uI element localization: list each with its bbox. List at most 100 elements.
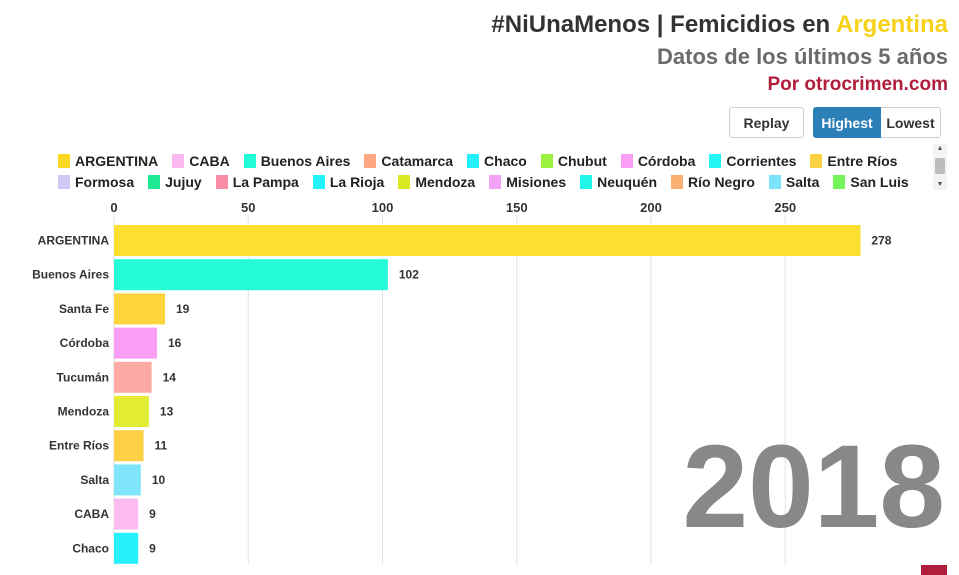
legend-item[interactable]: Jujuy: [148, 174, 202, 190]
legend-item[interactable]: Entre Ríos: [810, 153, 897, 169]
legend-label: Misiones: [506, 173, 567, 190]
bar[interactable]: [114, 225, 861, 256]
controls: Replay Highest Lowest: [729, 107, 941, 138]
legend-swatch: [540, 153, 553, 168]
category-label: Mendoza: [58, 405, 110, 419]
category-label: Salta: [80, 473, 109, 487]
legend-item[interactable]: ARGENTINA: [58, 153, 158, 169]
value-label: 14: [163, 370, 177, 384]
bar[interactable]: [114, 293, 166, 325]
legend-swatch: [810, 153, 823, 168]
legend-label: San Luis: [850, 173, 909, 190]
x-tick-label: 150: [506, 200, 528, 215]
x-tick-label: 50: [241, 200, 255, 215]
value-label: 11: [155, 439, 168, 453]
category-label: Entre Ríos: [49, 439, 109, 453]
x-tick-label: 200: [640, 200, 662, 215]
scroll-down-icon[interactable]: ▼: [936, 181, 944, 188]
legend-label: Córdoba: [637, 152, 696, 169]
value-label: 19: [176, 302, 190, 316]
legend-row: ARGENTINA CABA Buenos Aires Catamarca Chaco C…: [58, 150, 928, 171]
legend-swatch: [364, 153, 377, 168]
legend-swatch: [312, 174, 325, 189]
legend-item[interactable]: La Rioja: [312, 173, 385, 190]
legend: ARGENTINA CABA Buenos Aires Catamarca Chaco C…: [58, 150, 928, 192]
legend-swatch: [172, 153, 185, 168]
legend-swatch: [671, 174, 683, 189]
legend-label: Salta: [785, 173, 820, 190]
legend-label: Corrientes: [726, 152, 797, 169]
highest-button[interactable]: Highest: [813, 107, 881, 138]
legend-item[interactable]: Chubut: [540, 152, 607, 169]
scroll-thumb[interactable]: [935, 158, 945, 174]
legend-row: Formosa Jujuy La Pampa La Rioja Mendoza Misio…: [58, 171, 928, 192]
legend-swatch: [58, 153, 70, 168]
bar[interactable]: [114, 464, 141, 496]
category-label: Buenos Aires: [32, 268, 109, 282]
category-label: Tucumán: [57, 370, 109, 384]
category-label: Chaco: [72, 541, 109, 555]
legend-label: Catamarca: [381, 152, 454, 169]
bar[interactable]: [114, 498, 139, 530]
legend-swatch: [709, 153, 722, 168]
legend-label: Buenos Aires: [260, 152, 351, 169]
legend-label: La Pampa: [232, 173, 299, 190]
legend-swatch: [768, 174, 781, 189]
legend-swatch: [215, 174, 228, 189]
legend-label: Chubut: [557, 152, 607, 169]
legend-item[interactable]: Río Negro: [671, 174, 755, 190]
legend-label: La Rioja: [329, 173, 385, 190]
legend-label: Entre Ríos: [827, 152, 898, 169]
value-label: 9: [149, 541, 156, 555]
legend-item[interactable]: Mendoza: [398, 174, 475, 190]
legend-label: Chaco: [484, 152, 527, 169]
bar[interactable]: [114, 327, 157, 359]
legend-label: ARGENTINA: [75, 152, 159, 169]
legend-item[interactable]: Chaco: [467, 153, 527, 169]
legend-item[interactable]: Salta: [768, 173, 820, 190]
bar[interactable]: [114, 532, 139, 564]
legend-swatch: [620, 153, 633, 168]
bar[interactable]: [114, 430, 144, 462]
legend-swatch: [58, 174, 70, 189]
legend-item[interactable]: Buenos Aires: [243, 152, 351, 169]
lowest-button[interactable]: Lowest: [881, 107, 941, 138]
chart-title-block: #NiUnaMenos | Femicidios en Argentina Da…: [491, 8, 948, 98]
legend-item[interactable]: Corrientes: [709, 153, 796, 169]
value-label: 16: [168, 336, 182, 350]
legend-item[interactable]: Catamarca: [364, 153, 453, 169]
x-tick-label: 100: [372, 200, 394, 215]
chart-source: Por otrocrimen.com: [767, 74, 948, 95]
title-prefix: #NiUnaMenos | Femicidios en: [491, 11, 836, 38]
bar[interactable]: [114, 361, 152, 393]
x-axis-ticks: 0 50 100 150 200 250: [110, 200, 796, 215]
legend-label: Neuquén: [597, 173, 657, 190]
legend-item[interactable]: San Luis: [833, 173, 909, 190]
legend-item[interactable]: La Pampa: [215, 173, 299, 190]
legend-item[interactable]: Córdoba: [620, 152, 696, 169]
value-label: 278: [871, 234, 891, 248]
chart-title: #NiUnaMenos | Femicidios en Argentina: [491, 8, 948, 42]
legend-item[interactable]: Misiones: [489, 174, 566, 190]
year-label: 2018: [682, 421, 945, 553]
bar[interactable]: [114, 396, 149, 427]
replay-button[interactable]: Replay: [729, 107, 804, 138]
x-tick-label: 0: [110, 200, 117, 215]
legend-swatch: [467, 153, 480, 168]
bar[interactable]: [114, 259, 388, 291]
value-label: 9: [149, 507, 156, 521]
legend-item[interactable]: Formosa: [58, 174, 134, 190]
legend-swatch: [580, 174, 593, 189]
legend-scrollbar[interactable]: ▲ ▼: [933, 144, 947, 190]
legend-label: Formosa: [75, 173, 135, 190]
category-label: ARGENTINA: [38, 234, 110, 248]
category-label: Santa Fe: [59, 302, 109, 316]
value-label: 102: [399, 268, 419, 282]
legend-swatch: [148, 174, 161, 189]
scroll-up-icon[interactable]: ▲: [936, 145, 944, 152]
corner-badge[interactable]: [921, 565, 947, 575]
legend-item[interactable]: Neuquén: [580, 174, 657, 190]
legend-label: CABA: [189, 152, 230, 169]
legend-item[interactable]: CABA: [172, 152, 230, 169]
category-label: Córdoba: [60, 336, 110, 350]
